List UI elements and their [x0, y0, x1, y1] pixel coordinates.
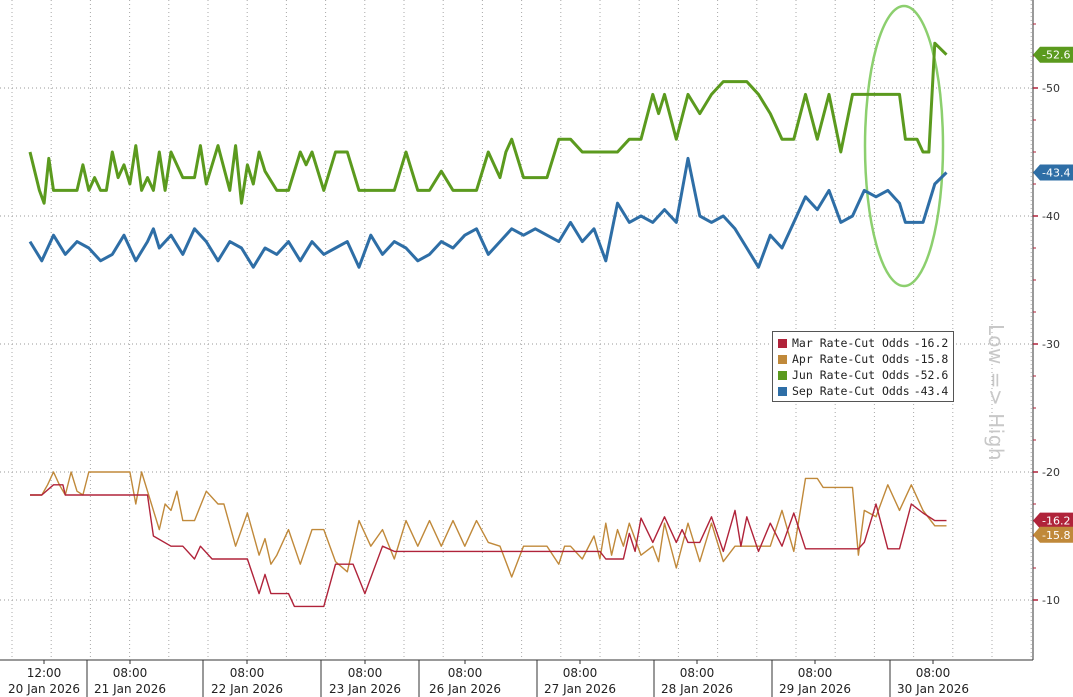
y-tick-label: -20	[1042, 466, 1060, 479]
chart-grid	[0, 0, 1033, 660]
legend-item: Sep Rate-Cut Odds -43.4	[778, 383, 948, 399]
series-lines	[28, 41, 948, 608]
legend-value: -15.8	[913, 352, 949, 366]
y-tick-label: -30	[1042, 338, 1060, 351]
y-tick-label: -40	[1042, 210, 1060, 223]
last-value-tag-bg	[1033, 164, 1073, 181]
last-value-tag-text: -52.6	[1042, 49, 1070, 62]
x-tick-date: 20 Jan 2026	[8, 682, 80, 696]
x-tick-time: 08:00	[113, 666, 148, 680]
legend-label: Sep Rate-Cut Odds	[792, 384, 910, 398]
last-value-tag-text: -15.8	[1042, 529, 1070, 542]
series-line-jun	[28, 41, 948, 205]
x-tick-date: 29 Jan 2026	[779, 682, 851, 696]
series-line-apr	[30, 471, 947, 578]
legend-value: -52.6	[913, 368, 949, 382]
highlight-ellipse	[863, 4, 945, 288]
last-value-tag: -16.2	[1033, 512, 1073, 529]
legend-item: Apr Rate-Cut Odds -15.8	[778, 351, 948, 367]
legend-swatch	[778, 354, 787, 364]
x-tick-date: 30 Jan 2026	[897, 682, 969, 696]
legend-item: Mar Rate-Cut Odds -16.2	[778, 335, 948, 351]
x-tick-date: 26 Jan 2026	[429, 682, 501, 696]
last-value-tag: -43.4	[1033, 164, 1073, 181]
y-axis: -10 -20 -30 -40 -50	[1032, 0, 1060, 660]
chart-legend: Mar Rate-Cut Odds -16.2 Apr Rate-Cut Odd…	[772, 331, 954, 402]
y-tick-label: -10	[1042, 594, 1060, 607]
last-value-tag-bg	[1033, 526, 1073, 543]
x-tick-time: 08:00	[916, 666, 951, 680]
x-axis: 12:00 20 Jan 2026 08:00 21 Jan 2026 08:00 22 …	[0, 659, 1033, 697]
x-tick-date: 22 Jan 2026	[211, 682, 283, 696]
x-tick-time: 08:00	[680, 666, 715, 680]
x-tick-time: 08:00	[448, 666, 483, 680]
legend-label: Mar Rate-Cut Odds	[792, 336, 910, 350]
highlight-ellipse-layer	[863, 4, 945, 288]
x-tick-date: 28 Jan 2026	[661, 682, 733, 696]
legend-value: -16.2	[913, 336, 949, 350]
last-value-tag: -15.8	[1033, 526, 1073, 543]
x-tick-time: 08:00	[348, 666, 383, 680]
legend-label: Apr Rate-Cut Odds	[792, 352, 910, 366]
last-value-tags: -16.2-15.8 -52.6 -43.4	[1033, 46, 1073, 543]
legend-value: -43.4	[913, 384, 949, 398]
legend-swatch	[778, 386, 787, 396]
last-value-tag: -52.6	[1033, 46, 1073, 63]
x-tick-time: 08:00	[563, 666, 598, 680]
legend-swatch	[778, 338, 787, 348]
x-tick-time: 08:00	[798, 666, 833, 680]
series-line-sep	[28, 156, 948, 269]
x-tick-date: 23 Jan 2026	[329, 682, 401, 696]
last-value-tag-text: -16.2	[1042, 515, 1070, 528]
last-value-tag-bg	[1033, 46, 1073, 63]
legend-swatch	[778, 370, 787, 380]
y-axis-title: Low => High	[984, 324, 1008, 462]
series-line-mar	[30, 484, 947, 608]
x-tick-time: 08:00	[230, 666, 265, 680]
legend-item: Jun Rate-Cut Odds -52.6	[778, 367, 948, 383]
last-value-tag-bg	[1033, 512, 1073, 529]
last-value-tag-text: -43.4	[1042, 166, 1070, 179]
x-tick-date: 27 Jan 2026	[544, 682, 616, 696]
x-tick-date: 21 Jan 2026	[94, 682, 166, 696]
legend-label: Jun Rate-Cut Odds	[792, 368, 910, 382]
x-tick-time: 12:00	[27, 666, 62, 680]
y-tick-label: -50	[1042, 82, 1060, 95]
